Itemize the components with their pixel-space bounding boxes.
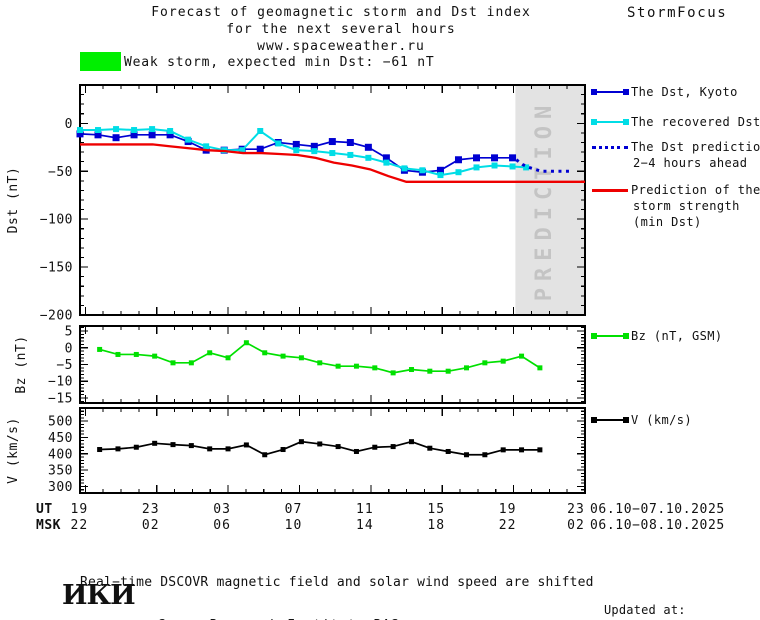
x-tick-label-msk: 02 bbox=[567, 518, 585, 533]
x-tick-label-msk: 22 bbox=[70, 518, 89, 533]
y-tick-label: 5 bbox=[65, 325, 73, 340]
title-url: www.spaceweather.ru bbox=[257, 39, 425, 54]
legend-recovered-dst: The recovered Dst bbox=[591, 115, 760, 129]
institute-name: Space Research Institute RAS bbox=[158, 617, 400, 620]
recovered-dst-legend-line-icon bbox=[591, 119, 629, 125]
footer-note: Real−time DSCOVR magnetic field and sola… bbox=[80, 540, 594, 620]
x-tick-label-msk: 18 bbox=[427, 518, 446, 533]
y-tick-label: −100 bbox=[40, 213, 73, 228]
dst-nt-chart: PREDICTION 0 −50 −100 −150 −200 Dst (nT) bbox=[6, 84, 586, 324]
institute-credit: Space Research Institute RAS iki.cosmos.… bbox=[158, 581, 400, 620]
y-tick-label: −5 bbox=[56, 358, 73, 373]
y-tick-label: 0 bbox=[65, 341, 73, 356]
legend-dst-prediction-line2: 2−4 hours ahead bbox=[633, 156, 748, 170]
legend-label: V (km/s) bbox=[631, 413, 692, 427]
legend-label: The recovered Dst bbox=[631, 115, 760, 129]
updated-block: Updated at: UT 19:05, 07.10.2025 MSK 22:… bbox=[604, 565, 760, 620]
x-tick-label-ut: 19 bbox=[498, 502, 517, 517]
y-axis-title: Dst (nT) bbox=[6, 167, 21, 234]
series-the-dst-prediction-2-4-hours-ahead bbox=[515, 158, 573, 173]
series-bz-nt-gsm bbox=[99, 341, 541, 374]
x-tick-label-ut: 11 bbox=[356, 502, 374, 517]
title-line-2: for the next several hours bbox=[226, 22, 456, 37]
x-tick-label-ut: 03 bbox=[213, 502, 231, 517]
x-tick-label-ut: 19 bbox=[70, 502, 89, 517]
page-title: Forecast of geomagnetic storm and Dst in… bbox=[0, 4, 682, 55]
x-tick-label-ut: 07 bbox=[284, 502, 303, 517]
storm-level-swatch bbox=[80, 52, 121, 71]
y-tick-label: 350 bbox=[48, 464, 73, 479]
bz-legend-line-icon bbox=[591, 333, 629, 339]
legend-label: The Dst prediction bbox=[631, 140, 760, 154]
y-tick-label: 0 bbox=[65, 117, 73, 132]
legend-dst-prediction: The Dst prediction bbox=[592, 140, 760, 154]
storm-status-text: Weak storm, expected min Dst: −61 nT bbox=[124, 55, 435, 70]
legend-storm-strength-line2: storm strength bbox=[633, 199, 740, 213]
series-the-recovered-dst bbox=[80, 128, 527, 177]
x-tick-label-ut: 15 bbox=[427, 502, 446, 517]
legend-label: Prediction of the bbox=[631, 183, 760, 197]
legend-label: Bz (nT, GSM) bbox=[631, 329, 723, 343]
ut-date-range: 06.10−07.10.2025 bbox=[590, 502, 725, 517]
updated-label: Updated at: bbox=[604, 603, 686, 617]
iki-logo: ИКИ bbox=[62, 580, 136, 611]
legend-v: V (km/s) bbox=[591, 413, 692, 427]
y-tick-label: −150 bbox=[40, 261, 73, 276]
y-tick-label: −10 bbox=[48, 375, 73, 390]
footer-note-line1: Real−time DSCOVR magnetic field and sola… bbox=[80, 575, 594, 590]
x-tick-label-ut: 23 bbox=[567, 502, 585, 517]
storm-strength-legend-line-icon bbox=[592, 188, 628, 192]
dst-kyoto-legend-line-icon bbox=[591, 89, 629, 95]
x-tick-label-ut: 23 bbox=[141, 502, 160, 517]
chart-frame bbox=[79, 84, 586, 316]
dst-prediction-dotted-line-icon bbox=[592, 145, 628, 149]
y-tick-label: −15 bbox=[48, 391, 73, 406]
bz-nt-chart: 50 −5 −10−15 Bz (nT) bbox=[14, 325, 586, 406]
y-axis-title: Bz (nT) bbox=[14, 335, 29, 393]
y-tick-label: −50 bbox=[48, 165, 73, 180]
y-tick-label: −200 bbox=[40, 309, 73, 324]
x-tick-label-msk: 10 bbox=[284, 518, 303, 533]
legend-dst-kyoto: The Dst, Kyoto bbox=[591, 85, 738, 99]
y-tick-label: 450 bbox=[48, 431, 73, 446]
y-tick-label: 300 bbox=[48, 480, 73, 495]
x-tick-label-msk: 14 bbox=[356, 518, 374, 533]
legend-storm-strength: Prediction of the bbox=[592, 183, 760, 197]
x-tick-label-msk: 02 bbox=[141, 518, 160, 533]
msk-axis-prefix: MSK bbox=[36, 518, 61, 533]
brand-stormfocus: StormFocus bbox=[627, 5, 728, 21]
y-axis-title: V (km/s) bbox=[6, 417, 21, 484]
x-tick-label-msk: 06 bbox=[213, 518, 231, 533]
legend-bz: Bz (nT, GSM) bbox=[591, 329, 723, 343]
v-legend-line-icon bbox=[591, 417, 629, 423]
prediction-region bbox=[515, 86, 585, 314]
title-line-1: Forecast of geomagnetic storm and Dst in… bbox=[151, 5, 531, 20]
ut-axis-prefix: UT bbox=[36, 502, 53, 517]
y-tick-label: 400 bbox=[48, 447, 73, 462]
x-tick-label-msk: 22 bbox=[498, 518, 517, 533]
msk-date-range: 06.10−08.10.2025 bbox=[590, 518, 725, 533]
series-prediction-of-the-storm-strength-min-dst bbox=[80, 143, 585, 183]
prediction-region-label: PREDICTION bbox=[532, 99, 557, 301]
y-tick-label: 500 bbox=[48, 415, 73, 430]
legend-label: The Dst, Kyoto bbox=[631, 85, 738, 99]
legend-storm-strength-line3: (min Dst) bbox=[633, 215, 702, 229]
